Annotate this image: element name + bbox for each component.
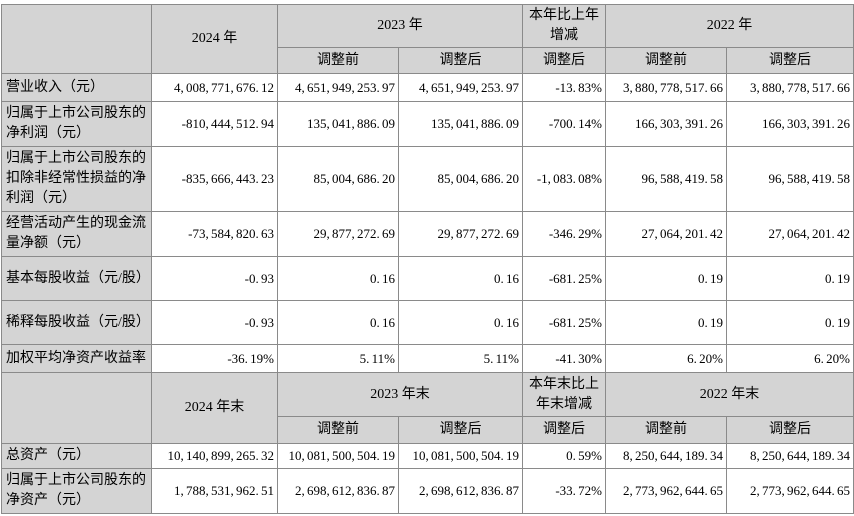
value-cell: 135, 041, 886. 09 [277,101,399,147]
value-cell: 85, 004, 686. 20 [398,146,523,212]
section2-header-row-1: 2024 年末 2023 年末 本年末比上年末增减 2022 年末 [1,372,854,444]
value-cell: 5. 11% [398,344,523,373]
value-cell: 0. 19 [605,256,727,301]
subheader-2022-post-adjust: 调整后 [726,47,854,74]
corner-cell [1,372,152,444]
value-cell: -681. 25% [522,256,606,301]
value-cell: -73, 584, 820. 63 [151,211,278,257]
table-row-net-profit-excl-nonrecurring: 归属于上市公司股东的扣除非经常性损益的净利润（元） -835, 666, 443… [1,146,854,212]
col-header-2022: 2022 年 [605,4,854,48]
value-cell: 6. 20% [726,344,854,373]
value-cell: -346. 29% [522,211,606,257]
col-header-2022-yearend: 2022 年末 [605,372,854,417]
value-cell: 0. 19 [726,300,854,345]
subheader-2023-post-adjust: 调整后 [398,47,523,74]
subheader-change-post-adjust: 调整后 [522,47,606,74]
value-cell: 10, 081, 500, 504. 19 [277,443,399,469]
table-row-weighted-avg-roe: 加权平均净资产收益率 -36. 19% 5. 11% 5. 11% -41. 3… [1,344,854,373]
value-cell: 2, 698, 612, 836. 87 [277,468,399,514]
col-header-yoy-change: 本年比上年增减 [522,4,606,48]
value-cell: 29, 877, 272. 69 [277,211,399,257]
value-cell: 0. 16 [398,256,523,301]
value-cell: 0. 19 [726,256,854,301]
subheader-2022-post-adjust: 调整后 [726,416,854,444]
value-cell: 8, 250, 644, 189. 34 [605,443,727,469]
table-row-diluted-eps: 稀释每股收益（元/股） -0. 93 0. 16 0. 16 -681. 25%… [1,300,854,345]
value-cell: 29, 877, 272. 69 [398,211,523,257]
col-header-2023-yearend: 2023 年末 [277,372,523,417]
value-cell: 0. 19 [605,300,727,345]
value-cell: 2, 773, 962, 644. 65 [726,468,854,514]
value-cell: 2, 698, 612, 836. 87 [398,468,523,514]
table-row-net-assets: 归属于上市公司股东的净资产（元） 1, 788, 531, 962. 51 2,… [1,468,854,514]
col-header-2023: 2023 年 [277,4,523,48]
table-row-revenue: 营业收入（元） 4, 008, 771, 676. 12 4, 651, 949… [1,73,854,102]
table-row-basic-eps: 基本每股收益（元/股） -0. 93 0. 16 0. 16 -681. 25%… [1,256,854,301]
value-cell: 27, 064, 201. 42 [726,211,854,257]
value-cell: 3, 880, 778, 517. 66 [605,73,727,102]
row-label: 营业收入（元） [1,73,152,102]
value-cell: 6. 20% [605,344,727,373]
value-cell: 85, 004, 686. 20 [277,146,399,212]
value-cell: 0. 59% [522,443,606,469]
value-cell: 10, 081, 500, 504. 19 [398,443,523,469]
row-label: 稀释每股收益（元/股） [1,300,152,345]
subheader-change-post-adjust: 调整后 [522,416,606,444]
subheader-2023-pre-adjust: 调整前 [277,416,399,444]
value-cell: -681. 25% [522,300,606,345]
value-cell: 135, 041, 886. 09 [398,101,523,147]
value-cell: -0. 93 [151,256,278,301]
value-cell: 166, 303, 391. 26 [726,101,854,147]
row-label: 归属于上市公司股东的扣除非经常性损益的净利润（元） [1,146,152,212]
col-header-yearend-change: 本年末比上年末增减 [522,372,606,417]
subheader-2023-pre-adjust: 调整前 [277,47,399,74]
value-cell: -810, 444, 512. 94 [151,101,278,147]
section1-header-row-1: 2024 年 2023 年 本年比上年增减 2022 年 [1,4,854,74]
value-cell: 96, 588, 419. 58 [605,146,727,212]
corner-cell [1,4,152,74]
value-cell: -0. 93 [151,300,278,345]
value-cell: 96, 588, 419. 58 [726,146,854,212]
value-cell: -835, 666, 443. 23 [151,146,278,212]
value-cell: 0. 16 [277,300,399,345]
value-cell: -13. 83% [522,73,606,102]
value-cell: 1, 788, 531, 962. 51 [151,468,278,514]
row-label: 基本每股收益（元/股） [1,256,152,301]
value-cell: 8, 250, 644, 189. 34 [726,443,854,469]
value-cell: 3, 880, 778, 517. 66 [726,73,854,102]
value-cell: 5. 11% [277,344,399,373]
subheader-2022-pre-adjust: 调整前 [605,47,727,74]
row-label: 归属于上市公司股东的净利润（元） [1,101,152,147]
value-cell: -41. 30% [522,344,606,373]
value-cell: -36. 19% [151,344,278,373]
col-header-2024: 2024 年 [151,4,278,74]
section1-header-row-2: 调整前 调整后 调整后 调整前 调整后 [2,47,854,74]
value-cell: 4, 008, 771, 676. 12 [151,73,278,102]
value-cell: 166, 303, 391. 26 [605,101,727,147]
value-cell: 0. 16 [398,300,523,345]
table-row-net-profit: 归属于上市公司股东的净利润（元） -810, 444, 512. 94 135,… [1,101,854,147]
financial-summary-table: 2024 年 2023 年 本年比上年增减 2022 年 调整前 调整后 调整后… [1,4,854,514]
table-row-operating-cash-flow: 经营活动产生的现金流量净额（元） -73, 584, 820. 63 29, 8… [1,211,854,257]
value-cell: 10, 140, 899, 265. 32 [151,443,278,469]
value-cell: -33. 72% [522,468,606,514]
section2-header-row-2: 调整前 调整后 调整后 调整前 调整后 [2,416,854,444]
value-cell: 0. 16 [277,256,399,301]
row-label: 经营活动产生的现金流量净额（元） [1,211,152,257]
value-cell: 4, 651, 949, 253. 97 [277,73,399,102]
col-header-2024-yearend: 2024 年末 [151,372,278,444]
value-cell: 2, 773, 962, 644. 65 [605,468,727,514]
row-label: 加权平均净资产收益率 [1,344,152,373]
subheader-2023-post-adjust: 调整后 [398,416,523,444]
value-cell: 27, 064, 201. 42 [605,211,727,257]
value-cell: 4, 651, 949, 253. 97 [398,73,523,102]
subheader-2022-pre-adjust: 调整前 [605,416,727,444]
value-cell: -700. 14% [522,101,606,147]
table-row-total-assets: 总资产（元） 10, 140, 899, 265. 32 10, 081, 50… [1,443,854,469]
row-label: 总资产（元） [1,443,152,469]
value-cell: -1, 083. 08% [522,146,606,212]
row-label: 归属于上市公司股东的净资产（元） [1,468,152,514]
